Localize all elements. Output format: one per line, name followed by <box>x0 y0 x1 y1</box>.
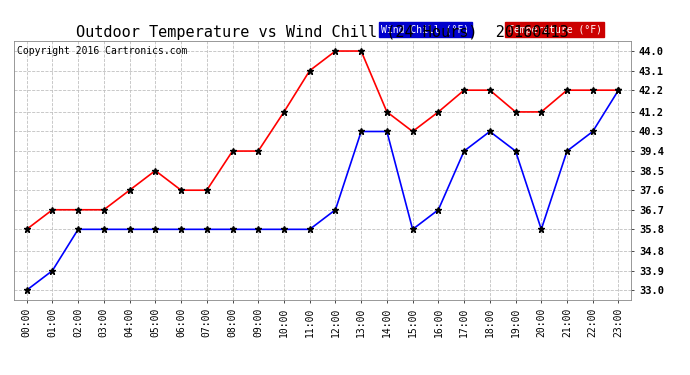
Title: Outdoor Temperature vs Wind Chill (24 Hours)  20160413: Outdoor Temperature vs Wind Chill (24 Ho… <box>76 25 569 40</box>
Text: Wind Chill (°F): Wind Chill (°F) <box>382 25 469 34</box>
Text: Copyright 2016 Cartronics.com: Copyright 2016 Cartronics.com <box>17 46 188 56</box>
Text: Temperature (°F): Temperature (°F) <box>508 25 602 34</box>
